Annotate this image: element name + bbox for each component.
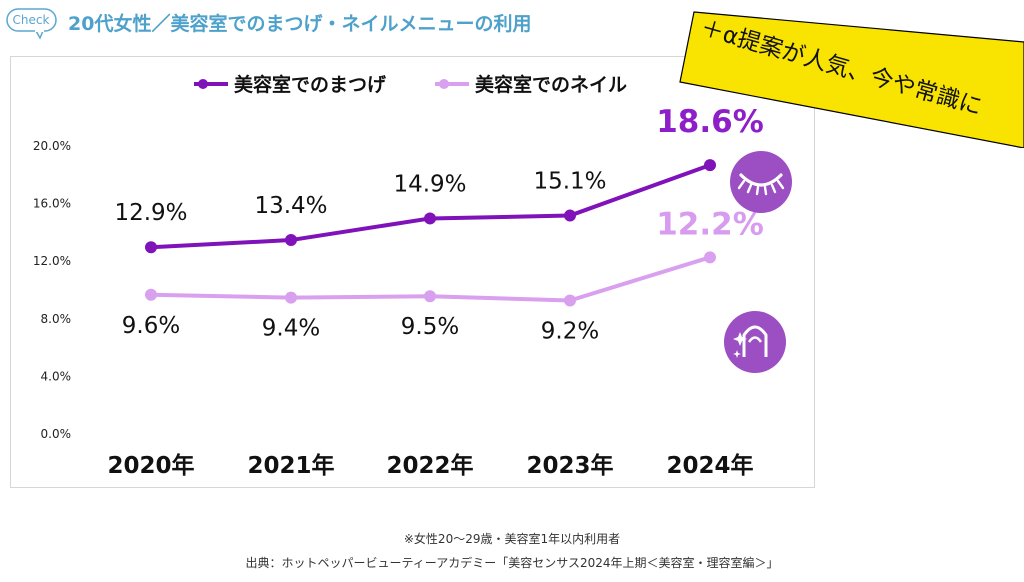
x-tick-label: 2021年 <box>247 452 334 479</box>
footnote: ※女性20〜29歳・美容室1年以内利用者 <box>403 532 621 546</box>
x-tick-label: 2022年 <box>386 452 473 479</box>
nail-icon <box>724 311 786 373</box>
legend-label: 美容室でのまつげ <box>234 73 387 96</box>
eyelash-icon <box>737 179 746 190</box>
data-point <box>424 212 436 225</box>
y-tick-label: 8.0% <box>41 312 72 326</box>
data-label: 15.1% <box>533 169 606 195</box>
data-label: 9.5% <box>401 314 459 340</box>
page-title: 20代女性／美容室でのまつげ・ネイルメニューの利用 <box>68 13 532 35</box>
data-label: 13.4% <box>254 193 327 219</box>
check-badge: Check <box>6 8 57 40</box>
data-label: 14.9% <box>393 171 466 197</box>
data-point <box>285 291 297 304</box>
sticky-note-background <box>679 11 1024 148</box>
eyelash-icon <box>770 183 777 194</box>
data-point <box>145 241 157 254</box>
nail-icon <box>747 336 763 343</box>
y-tick-label: 16.0% <box>33 197 71 211</box>
data-label: 18.6% <box>656 104 764 140</box>
eyelash-icon <box>763 185 768 196</box>
data-point <box>564 209 576 222</box>
y-tick-label: 4.0% <box>41 369 72 383</box>
line-chart: 0.0% 4.0% 8.0% 12.0% 16.0% 20.0% 2020年 2021年 202… <box>33 73 792 479</box>
sticky-note: ＋α提案が人気、今や常識に <box>672 8 1024 148</box>
chart-panel: 0.0% 4.0% 8.0% 12.0% 16.0% 20.0% 2020年 2021年 202… <box>10 56 815 488</box>
data-point <box>424 290 436 303</box>
data-label: 12.2% <box>656 206 764 242</box>
speech-bubble-icon <box>6 8 57 40</box>
data-point <box>704 159 716 172</box>
y-tick-label: 20.0% <box>33 139 71 153</box>
data-label: 12.9% <box>114 200 187 226</box>
x-tick-label: 2024年 <box>666 452 753 479</box>
eyelash-icon <box>746 183 753 194</box>
legend-marker <box>198 79 208 89</box>
eyelash-icon <box>730 151 792 213</box>
eyelash-icon <box>755 185 760 196</box>
y-tick-label: 0.0% <box>41 427 72 441</box>
data-label: 9.6% <box>122 313 180 339</box>
x-tick-label: 2020年 <box>107 452 194 479</box>
eyelash-icon <box>739 173 783 187</box>
x-tick-label: 2023年 <box>526 452 613 479</box>
data-label: 9.2% <box>541 319 599 345</box>
sparkle-icon <box>733 332 747 346</box>
data-label: 9.4% <box>262 316 320 342</box>
data-point <box>285 234 297 247</box>
y-tick-label: 12.0% <box>33 254 71 268</box>
legend-marker <box>439 79 449 89</box>
check-label: Check <box>12 13 50 27</box>
data-point <box>564 294 576 307</box>
data-point <box>704 251 716 264</box>
data-point <box>145 288 157 301</box>
nail-icon <box>742 325 768 357</box>
source-citation: 出典：ホットペッパービューティーアカデミー「美容センサス2024年上期＜美容室・… <box>245 556 779 570</box>
legend-label: 美容室でのネイル <box>475 73 627 96</box>
sparkle-icon <box>733 350 741 358</box>
eyelash-icon <box>776 179 785 190</box>
